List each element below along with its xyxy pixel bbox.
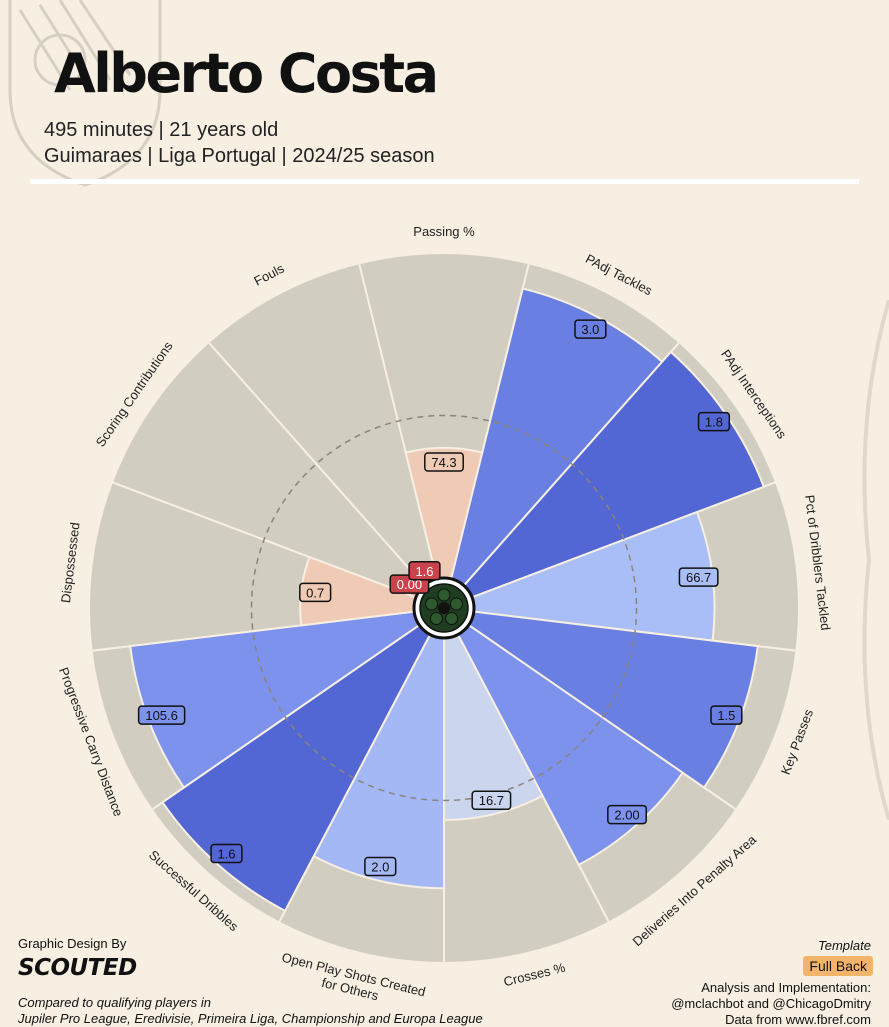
comparison-note-1: Compared to qualifying players in (18, 995, 211, 1010)
value-label-padj-tackles: 3.0 (581, 322, 599, 337)
value-badge-progressive-carry-distance (137, 705, 186, 725)
header-divider (30, 179, 859, 184)
football-panel (449, 597, 463, 611)
value-label-successful-dribbles: 1.6 (217, 847, 235, 862)
football-panel (429, 612, 443, 626)
value-label-pct-of-dribblers-tackled: 66.7 (686, 570, 711, 585)
category-label-fouls: Fouls (251, 260, 287, 288)
category-label-passing: Passing % (413, 224, 475, 239)
category-label-dispossessed: Dispossessed (58, 522, 83, 604)
value-badge-fouls (408, 561, 441, 581)
template-badge: Full Back (803, 956, 873, 976)
value-label-crosses: 16.7 (479, 793, 504, 808)
category-label-crosses: Crosses % (502, 960, 567, 990)
value-label-scoring-contributions: 0.00 (397, 577, 422, 592)
data-source: Data from www.fbref.com (725, 1012, 871, 1027)
value-badge-key-passes (710, 705, 743, 725)
football-core (438, 602, 450, 614)
category-label-pct-of-dribblers-tackled: Pct of Dribblers Tackled (802, 494, 833, 631)
minutes-age-line: 495 minutes | 21 years old (44, 119, 279, 141)
value-badge-open-play-shots-created-for-others (364, 856, 397, 877)
value-badge-pct-of-dribblers-tackled (678, 567, 719, 587)
football-panel (425, 597, 439, 611)
value-label-open-play-shots-created-for-others: 2.0 (371, 860, 389, 875)
value-label-passing: 74.3 (431, 455, 456, 470)
comparison-note-2: Jupiler Pro League, Eredivisie, Primeira… (18, 1011, 483, 1026)
football-panel (437, 588, 451, 602)
value-badge-padj-tackles (574, 319, 607, 339)
value-label-fouls: 1.6 (415, 564, 433, 579)
football-panel (445, 612, 459, 626)
value-label-dispossessed: 0.7 (306, 585, 324, 600)
value-badge-crosses (471, 790, 512, 810)
value-badge-successful-dribbles (210, 843, 243, 864)
design-credit: Graphic Design By (18, 936, 127, 951)
reference-ring (250, 414, 638, 802)
value-label-key-passes: 1.5 (717, 708, 735, 723)
template-label: Template (818, 938, 871, 953)
analysis-names: @mclachbot and @ChicagoDmitry (671, 996, 871, 1011)
value-badge-passing (424, 452, 464, 472)
player-name: Alberto Costa (54, 42, 439, 105)
brand-logo: SCOUTED (18, 955, 137, 981)
value-label-deliveries-into-penalty-area: 2.00 (614, 808, 639, 823)
club-crest-watermark (8, 0, 162, 187)
value-label-padj-interceptions: 1.8 (705, 415, 723, 430)
analysis-credit: Analysis and Implementation: (701, 980, 871, 995)
value-badge-padj-interceptions (697, 411, 731, 432)
value-badge-dispossessed (299, 582, 332, 603)
value-label-progressive-carry-distance: 105.6 (145, 708, 178, 723)
category-label-key-passes: Key Passes (778, 707, 817, 777)
value-badge-deliveries-into-penalty-area (607, 804, 647, 825)
club-league-season-line: Guimaraes | Liga Portugal | 2024/25 seas… (44, 145, 435, 167)
club-crest-watermark-right (862, 300, 889, 820)
